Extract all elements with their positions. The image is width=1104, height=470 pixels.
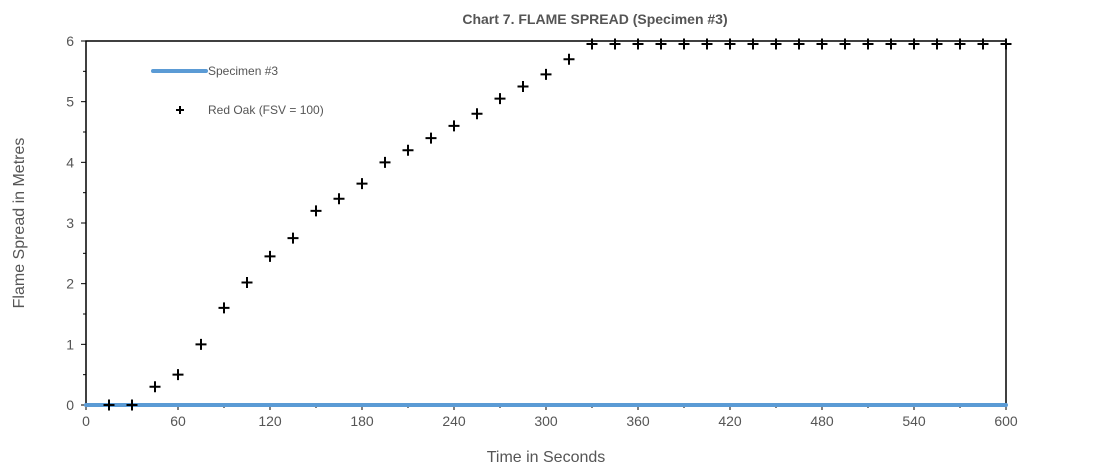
series-layer [84,38,1012,411]
red-oak-data-point [747,38,759,50]
red-oak-data-point [149,381,161,393]
plot-area [85,40,1007,406]
red-oak-data-point [885,38,897,50]
red-oak-data-point [655,38,667,50]
y-tick-label: 2 [66,276,74,292]
x-tick-label: 0 [82,413,90,429]
y-tick-label: 3 [66,215,74,231]
red-oak-data-point [1000,38,1012,50]
y-tick-label: 6 [66,33,74,49]
legend-label-specimen-3: Specimen #3 [208,64,278,78]
x-tick-label: 60 [170,413,186,429]
x-tick-label: 120 [258,413,282,429]
red-oak-data-point [379,156,391,168]
red-oak-data-point [264,250,276,262]
x-tick-label: 360 [626,413,650,429]
red-oak-data-point [632,38,644,50]
y-tick-label: 5 [66,94,74,110]
red-oak-data-point [540,68,552,80]
y-axis: 0 1 2 3 4 5 6 [66,33,86,413]
y-tick-label: 1 [66,336,74,352]
red-oak-data-point [816,38,828,50]
red-oak-data-point [310,205,322,217]
x-axis-label: Time in Seconds [487,449,606,466]
red-oak-data-point [954,38,966,50]
legend-label-red-oak: Red Oak (FSV = 100) [208,103,324,117]
red-oak-data-point [471,108,483,120]
red-oak-data-point [724,38,736,50]
red-oak-data-point [402,144,414,156]
red-oak-data-point [609,38,621,50]
red-oak-data-point [977,38,989,50]
y-tick-label: 0 [66,397,74,413]
red-oak-data-point [931,38,943,50]
red-oak-data-point [103,399,115,411]
red-oak-data-point [793,38,805,50]
legend-plus-marker-icon [176,106,184,114]
red-oak-data-point [494,93,506,105]
red-oak-data-point [333,193,345,205]
red-oak-data-point [517,81,529,92]
red-oak-data-point [218,302,230,314]
red-oak-data-point [678,38,690,50]
red-oak-data-point [908,38,920,50]
x-tick-label: 540 [902,413,926,429]
x-tick-label: 600 [994,413,1018,429]
x-tick-label: 300 [534,413,558,429]
red-oak-data-point [241,276,253,288]
red-oak-data-point [195,338,207,350]
red-oak-data-point [839,38,851,50]
red-oak-data-point [356,178,368,190]
red-oak-data-point [586,38,598,50]
x-axis: 0 60 120 180 240 300 360 420 480 540 600 [82,405,1018,429]
red-oak-data-point [126,399,138,411]
red-oak-data-point [448,120,460,132]
y-axis-label: Flame Spread in Metres [11,138,28,309]
red-oak-data-point [701,38,713,50]
red-oak-data-point [563,53,575,65]
red-oak-data-point [172,369,184,381]
y-tick-label: 4 [66,154,74,170]
red-oak-data-point [425,132,437,144]
x-tick-label: 480 [810,413,834,429]
x-tick-label: 240 [442,413,466,429]
red-oak-data-point [287,232,299,244]
red-oak-data-point [770,38,782,50]
red-oak-data-point [862,38,874,50]
chart-title: Chart 7. FLAME SPREAD (Specimen #3) [462,11,727,27]
x-tick-label: 420 [718,413,742,429]
x-tick-label: 180 [350,413,374,429]
legend: Specimen #3 Red Oak (FSV = 100) [151,64,324,117]
